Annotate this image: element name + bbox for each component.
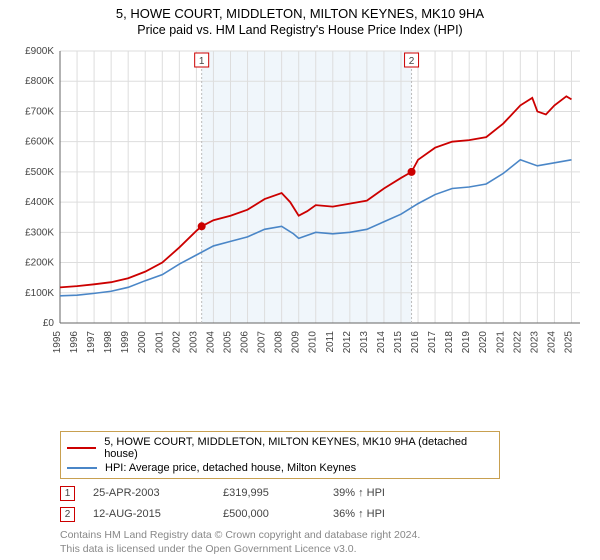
svg-text:2010: 2010 — [308, 331, 319, 354]
svg-text:1997: 1997 — [86, 331, 97, 354]
svg-text:£100K: £100K — [25, 288, 54, 299]
svg-text:£600K: £600K — [25, 137, 54, 148]
svg-text:£300K: £300K — [25, 227, 54, 238]
legend-box: 5, HOWE COURT, MIDDLETON, MILTON KEYNES,… — [60, 431, 500, 479]
price-chart: £0 £100K £200K £300K £400K £500K £600K £700K £80… — [10, 43, 590, 373]
title-subtitle: Price paid vs. HM Land Registry's House … — [10, 23, 590, 37]
sale-date: 12-AUG-2015 — [93, 508, 223, 520]
chart-title-block: 5, HOWE COURT, MIDDLETON, MILTON KEYNES,… — [10, 6, 590, 37]
legend-label: 5, HOWE COURT, MIDDLETON, MILTON KEYNES,… — [104, 436, 493, 460]
svg-text:1996: 1996 — [69, 331, 80, 354]
svg-text:2001: 2001 — [154, 331, 165, 354]
sale-marker-1 — [198, 222, 206, 230]
sale-date: 25-APR-2003 — [93, 487, 223, 499]
sale-price: £500,000 — [223, 508, 333, 520]
svg-text:1995: 1995 — [52, 331, 63, 354]
svg-text:2002: 2002 — [171, 331, 182, 354]
svg-text:2025: 2025 — [563, 331, 574, 354]
sale-price: £319,995 — [223, 487, 333, 499]
svg-text:1: 1 — [199, 56, 205, 67]
svg-text:£400K: £400K — [25, 197, 54, 208]
svg-text:2011: 2011 — [325, 331, 336, 353]
svg-text:2000: 2000 — [137, 331, 148, 354]
svg-text:2014: 2014 — [376, 331, 387, 354]
svg-text:2006: 2006 — [240, 331, 251, 354]
svg-text:£700K: £700K — [25, 106, 54, 117]
legend-swatch — [67, 467, 97, 469]
svg-text:2016: 2016 — [410, 331, 421, 354]
sales-table: 1 25-APR-2003£319,99539% ↑ HPI 2 12-AUG-201… — [60, 483, 590, 525]
legend-label: HPI: Average price, detached house, Milt… — [105, 462, 356, 474]
svg-text:£900K: £900K — [25, 46, 54, 57]
svg-text:2024: 2024 — [546, 331, 557, 354]
svg-text:2020: 2020 — [478, 331, 489, 354]
title-address: 5, HOWE COURT, MIDDLETON, MILTON KEYNES,… — [10, 6, 590, 21]
svg-text:£800K: £800K — [25, 76, 54, 87]
legend-row: 5, HOWE COURT, MIDDLETON, MILTON KEYNES,… — [61, 435, 499, 461]
svg-text:£0: £0 — [43, 318, 55, 329]
footnote-line2: This data is licensed under the Open Gov… — [60, 542, 590, 556]
legend-row: HPI: Average price, detached house, Milt… — [61, 461, 499, 475]
svg-text:2005: 2005 — [222, 331, 233, 354]
footnotes: Contains HM Land Registry data © Crown c… — [60, 528, 590, 556]
svg-text:2017: 2017 — [427, 331, 438, 354]
svg-text:1999: 1999 — [120, 331, 131, 354]
svg-text:£500K: £500K — [25, 167, 54, 178]
svg-text:2018: 2018 — [444, 331, 455, 354]
svg-text:2008: 2008 — [274, 331, 285, 354]
svg-text:£200K: £200K — [25, 258, 54, 269]
svg-text:2003: 2003 — [188, 331, 199, 354]
sale-row: 2 12-AUG-2015£500,00036% ↑ HPI — [60, 504, 590, 525]
svg-text:2019: 2019 — [461, 331, 472, 354]
sale-diff: 36% ↑ HPI — [333, 508, 433, 520]
svg-text:2015: 2015 — [393, 331, 404, 354]
svg-text:2013: 2013 — [359, 331, 370, 354]
svg-text:2009: 2009 — [291, 331, 302, 354]
chart-area: £0 £100K £200K £300K £400K £500K £600K £700K £80… — [10, 43, 590, 425]
svg-text:2022: 2022 — [512, 331, 523, 354]
sale-diff: 39% ↑ HPI — [333, 487, 433, 499]
sale-badge: 1 — [60, 486, 75, 501]
legend-swatch — [67, 447, 96, 449]
svg-text:1998: 1998 — [103, 331, 114, 354]
footnote-line1: Contains HM Land Registry data © Crown c… — [60, 528, 590, 542]
sale-row: 1 25-APR-2003£319,99539% ↑ HPI — [60, 483, 590, 504]
svg-text:2: 2 — [409, 56, 415, 67]
svg-text:2012: 2012 — [342, 331, 353, 354]
sale-marker-2 — [408, 168, 416, 176]
svg-text:2021: 2021 — [495, 331, 506, 354]
svg-text:2004: 2004 — [205, 331, 216, 354]
svg-text:2007: 2007 — [257, 331, 268, 354]
svg-text:2023: 2023 — [529, 331, 540, 354]
sale-badge: 2 — [60, 507, 75, 522]
